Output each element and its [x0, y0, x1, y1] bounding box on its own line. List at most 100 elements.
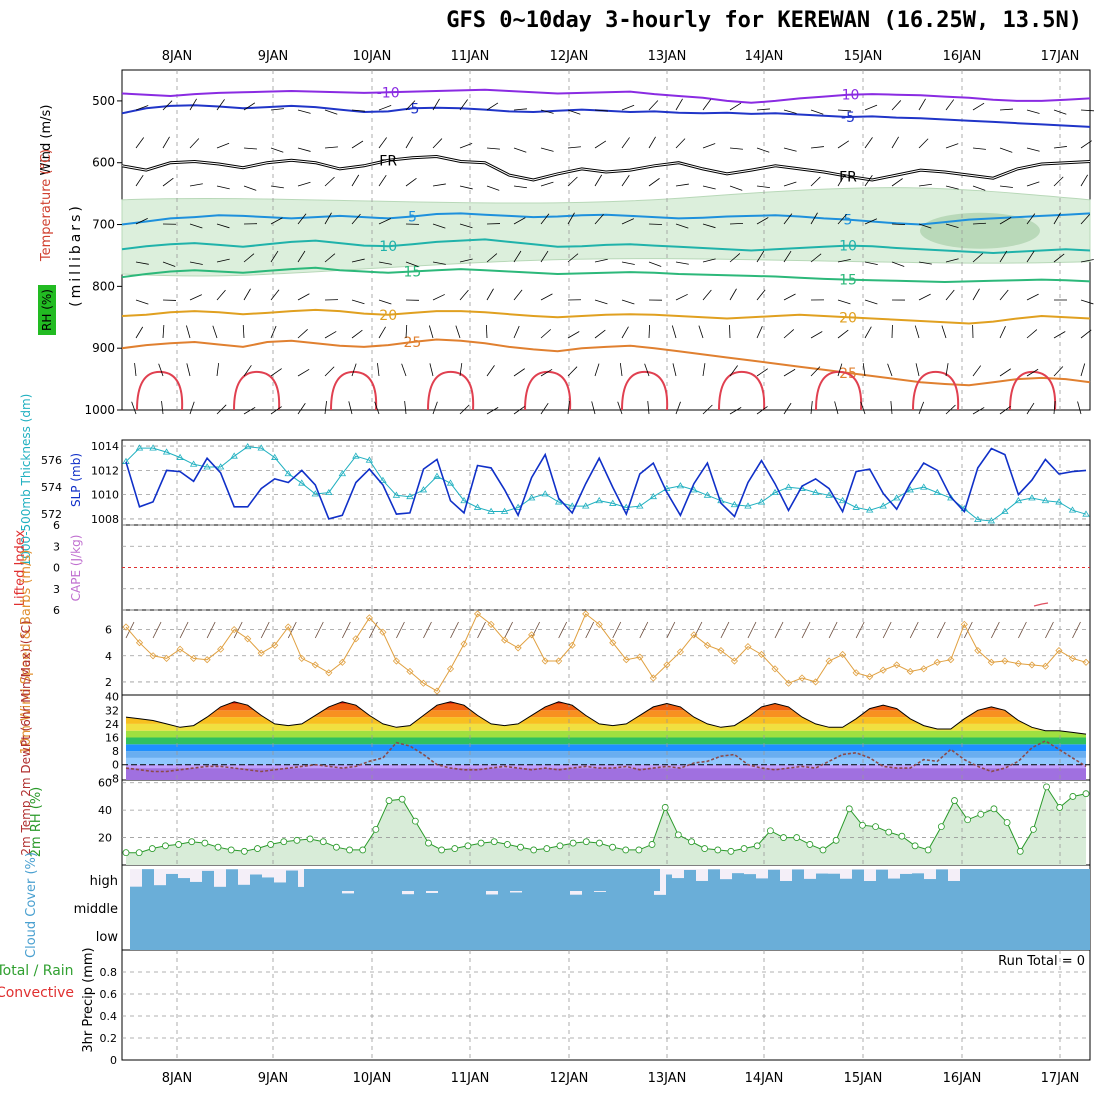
ylabel-wind10m: 10m Wind Speed & Barbs (m/s) — [19, 550, 34, 755]
wind-speed-marker — [582, 610, 590, 618]
thickness-marker — [162, 448, 171, 455]
wind-barb — [459, 258, 473, 263]
warm-contour — [912, 370, 960, 411]
wind-barb — [162, 325, 165, 339]
ytick-label-cape: 0 — [53, 562, 60, 575]
wind-barb — [404, 401, 407, 415]
temperature-contour — [121, 338, 1091, 387]
temp-band — [126, 703, 1086, 711]
wind-barb — [1080, 140, 1092, 149]
wind-barb — [644, 363, 650, 377]
rh-marker — [635, 846, 643, 854]
ytick-label-precip: 0 — [110, 1054, 117, 1067]
contour-label: 5 — [844, 213, 853, 229]
wind-barb — [621, 218, 635, 225]
wind-barb — [324, 331, 337, 339]
wind-speed-marker — [933, 658, 941, 666]
wind-speed-marker — [257, 649, 265, 657]
cloud-row-label: low — [96, 930, 119, 945]
cloud-gap — [864, 869, 876, 881]
wind-barb — [189, 401, 195, 415]
wind-barb — [485, 324, 488, 339]
wind-barb — [378, 299, 392, 305]
wind-barb — [351, 174, 360, 187]
ytick-label-temp: -8 — [108, 772, 119, 785]
wind-barb — [297, 293, 310, 301]
wind-barb — [783, 109, 797, 114]
wind-barb — [459, 404, 470, 415]
rh-marker — [714, 846, 722, 854]
date-label-bottom: 12JAN — [550, 1071, 589, 1086]
wind-barb — [891, 178, 903, 187]
temp-band — [126, 710, 1086, 718]
wind-barb — [134, 363, 137, 377]
wind-barb-10m — [747, 621, 757, 639]
cloud-gap — [876, 869, 888, 870]
wind-speed-marker — [609, 639, 617, 647]
wind-barb — [972, 147, 986, 150]
wind-barb — [513, 147, 527, 153]
rh-marker — [293, 836, 301, 844]
wind-barb-10m — [396, 621, 405, 639]
rh-marker — [648, 841, 656, 848]
cloud-gap — [130, 869, 142, 887]
wind-barb — [891, 136, 899, 149]
wind-barb — [216, 142, 230, 149]
wind-barb — [270, 368, 282, 377]
wind-barb — [189, 223, 203, 229]
ytick-label-rh: 60 — [98, 777, 112, 790]
rh-marker — [346, 846, 353, 854]
wind-barb — [945, 143, 959, 149]
wind-barb — [243, 185, 257, 191]
wind-barb — [455, 325, 461, 339]
wind-barb-10m — [531, 621, 540, 639]
wind-barb — [216, 289, 226, 301]
wind-barb — [675, 293, 688, 301]
wind-speed-marker — [1028, 661, 1036, 669]
wind-barb — [270, 147, 284, 153]
wind-barb — [351, 109, 365, 112]
wind-barb — [540, 181, 554, 187]
rh-marker — [398, 795, 406, 803]
temperature-contour-inner — [121, 155, 1091, 181]
wind-barb — [432, 138, 443, 149]
wind-barb — [567, 253, 579, 263]
wind-barb — [428, 325, 434, 339]
wind-barb — [459, 289, 469, 301]
wind-speed-marker — [960, 620, 968, 628]
wind-barb — [594, 140, 607, 149]
wind-barb — [486, 407, 499, 415]
wind-barb — [783, 329, 795, 339]
wind-barb — [513, 217, 526, 225]
wind-barb — [1053, 146, 1067, 149]
wind-barb — [429, 363, 434, 377]
wind-barb-10m — [423, 621, 432, 639]
wind-barb — [756, 185, 770, 189]
thickness-marker — [189, 460, 198, 467]
wind-speed-marker — [433, 687, 441, 695]
warm-contour — [136, 370, 184, 411]
rh-marker — [280, 838, 288, 846]
wind-barb — [162, 261, 176, 267]
wind-barb — [270, 185, 284, 189]
wind-barb — [945, 223, 959, 229]
wind-barb-10m — [260, 621, 270, 639]
wind-barb — [783, 147, 797, 152]
cloud-gap — [804, 869, 816, 879]
ytick-label-thickness: 576 — [41, 454, 62, 467]
wind-barb — [216, 185, 230, 190]
wind-barb — [513, 185, 527, 189]
cloud-gap — [720, 869, 732, 880]
temp-band — [126, 723, 1086, 731]
wind-barb-10m — [341, 621, 351, 639]
wind-barb — [647, 401, 650, 415]
rh-marker — [1082, 790, 1090, 798]
rh-marker — [148, 845, 156, 852]
wind-barb — [887, 363, 893, 377]
ytick-label-rh: 20 — [98, 832, 112, 845]
thickness-marker — [636, 502, 644, 509]
wind-barb — [513, 108, 527, 111]
ylabel-li: Lifted Index — [13, 529, 28, 606]
wind-barb — [351, 329, 363, 339]
wind-barb — [1080, 299, 1094, 305]
